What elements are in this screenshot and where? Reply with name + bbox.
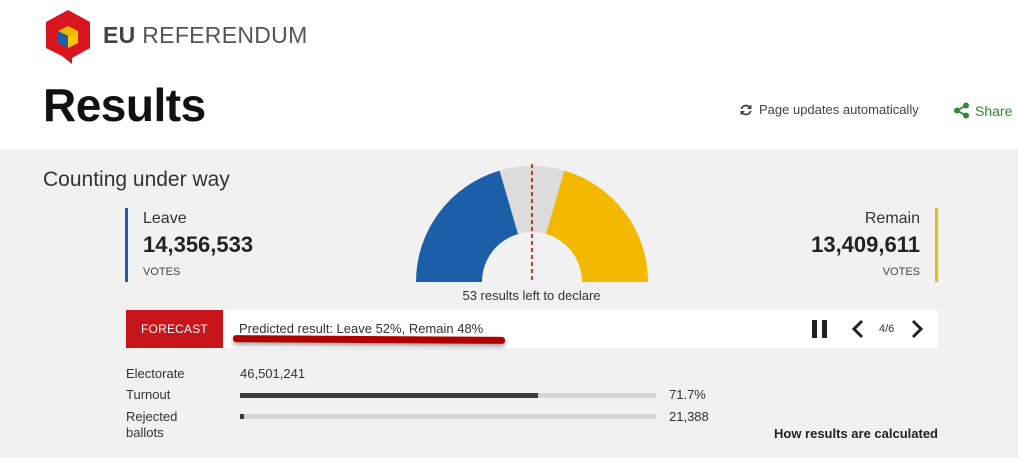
gauge-leave-segment (416, 170, 519, 282)
eu-referendum-logo (46, 10, 90, 64)
pause-button[interactable] (812, 320, 828, 338)
forecast-tag: FORECAST (126, 310, 223, 348)
share-label: Share (975, 102, 1013, 119)
leave-votes-unit: VOTES (143, 266, 181, 278)
leave-label: Leave (143, 210, 187, 227)
forecast-carousel: FORECAST Predicted result: Leave 52%, Re… (126, 310, 938, 348)
electorate-value: 46,501,241 (240, 366, 306, 381)
predicted-result: Predicted result: Leave 52%, Remain 48% (239, 321, 484, 336)
results-left-to-declare: 53 results left to declare (462, 288, 601, 303)
results-gauge (416, 164, 648, 282)
rejected-ballots-bar (240, 414, 656, 419)
carousel-page-indicator: 4/6 (879, 323, 895, 335)
pause-icon-bar (822, 320, 827, 338)
pause-icon (812, 320, 817, 338)
brand-name: EU REFERENDUM (103, 22, 308, 49)
brand-bold: EU (103, 22, 136, 48)
remain-label: Remain (864, 210, 920, 227)
next-button[interactable] (909, 318, 925, 340)
how-results-calculated-link[interactable]: How results are calculated (773, 426, 938, 441)
page-title: Results (43, 79, 206, 131)
remain-votes-unit: VOTES (882, 266, 920, 278)
remain-votes: 13,409,611 (811, 232, 920, 257)
share-icon (954, 102, 969, 119)
turnout-bar-fill (240, 393, 539, 398)
auto-update-label: Page updates automatically (759, 102, 919, 117)
chevron-left-icon (851, 319, 864, 339)
leave-total: Leave 14,356,533 VOTES (125, 208, 253, 282)
turnout-label: Turnout (126, 387, 171, 402)
gauge-remain-segment (545, 170, 648, 282)
turnout-bar (240, 393, 656, 398)
auto-update-notice: Page updates automatically (739, 102, 919, 117)
counting-status: Counting under way (43, 168, 230, 191)
brand-rest: REFERENDUM (142, 22, 308, 48)
previous-button[interactable] (850, 318, 866, 340)
turnout-value: 71.7% (669, 387, 706, 402)
refresh-icon (740, 104, 752, 115)
rejected-label-line2: ballots (126, 425, 164, 440)
rejected-ballots-bar-fill (240, 414, 245, 419)
highlight-underline (232, 335, 506, 344)
rejected-ballots-label: Rejected ballots (126, 409, 177, 441)
share-button[interactable]: Share (953, 102, 1012, 119)
electorate-label: Electorate (126, 366, 185, 381)
rejected-ballots-value: 21,388 (669, 409, 709, 424)
chevron-right-icon (911, 319, 924, 339)
remain-total: Remain 13,409,611 VOTES (811, 208, 938, 282)
leave-votes: 14,356,533 (143, 232, 254, 257)
rejected-label-line1: Rejected (126, 409, 178, 424)
